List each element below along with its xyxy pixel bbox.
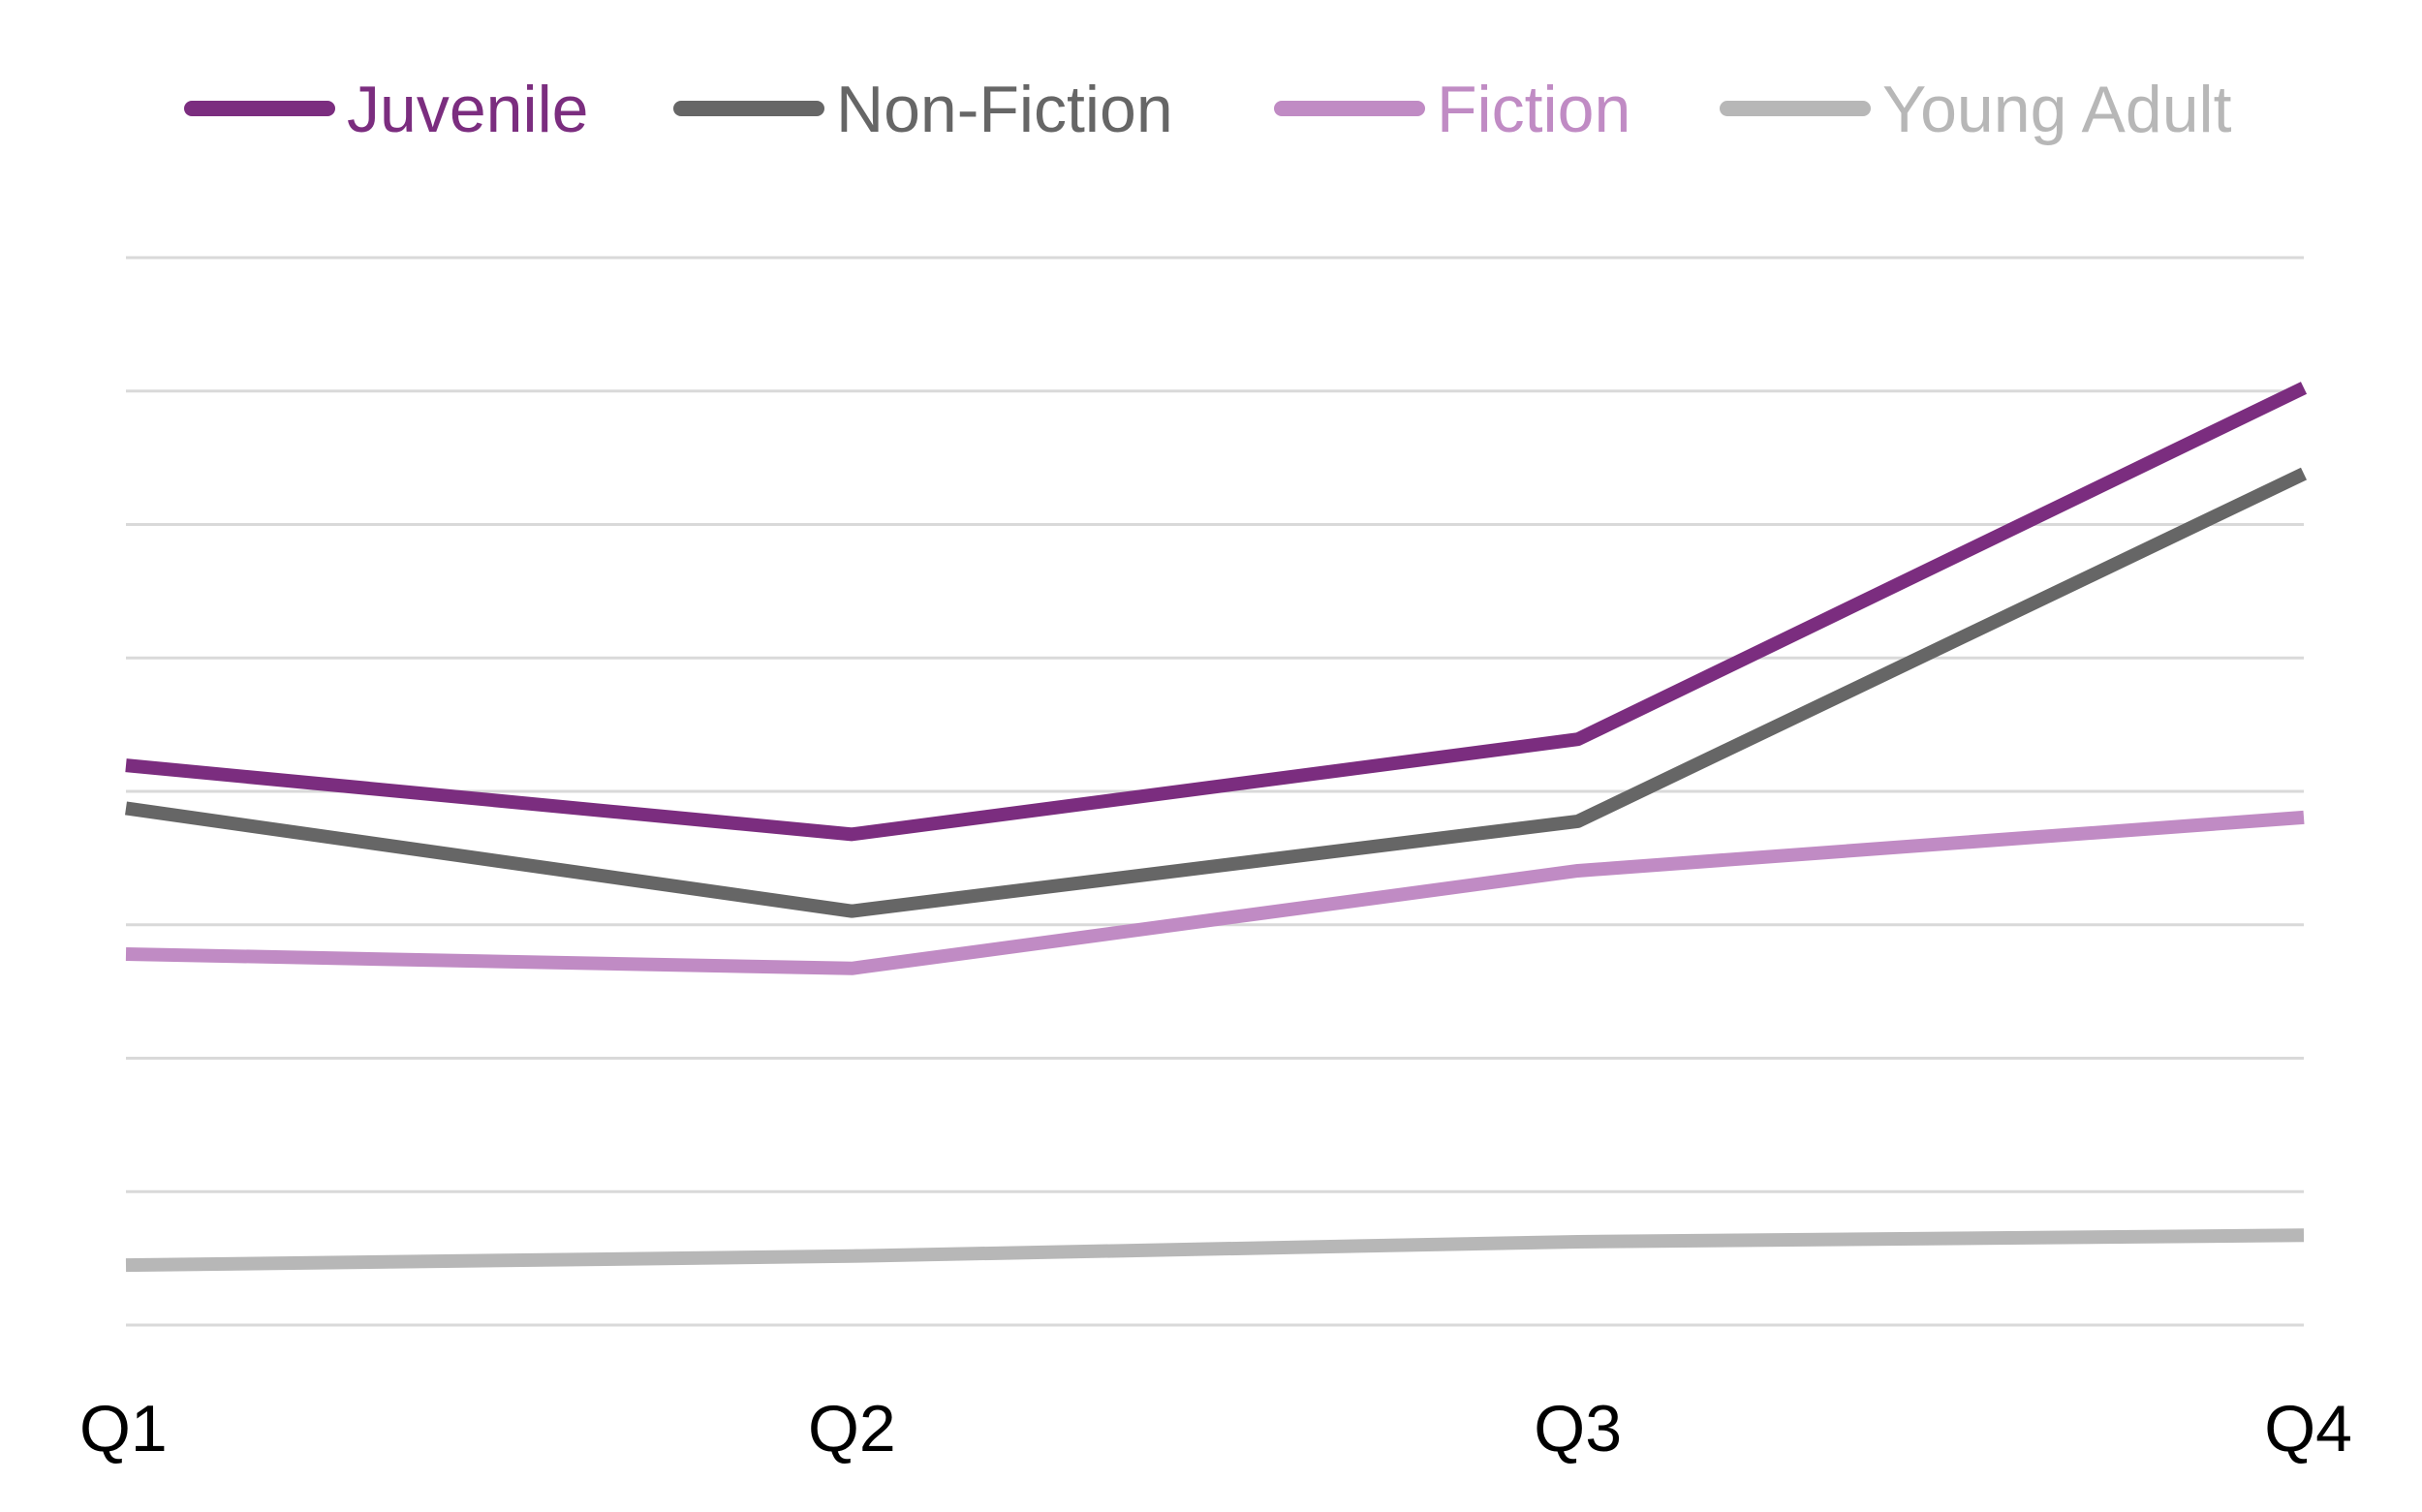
series-line-young-adult [125,1228,2305,1273]
legend-label: Non-Fiction [836,73,1173,146]
series-line-fiction [125,810,2305,975]
legend-item-juvenile: Juvenile [184,73,589,146]
series-line-non-fiction [125,467,2308,918]
legend-label: Fiction [1437,73,1630,146]
legend-item-fiction: Fiction [1274,73,1630,146]
series-line-juvenile [125,382,2308,842]
legend-label: Juvenile [347,73,589,146]
x-tick-label: Q3 [1534,1392,1622,1466]
chart-x-axis: Q1 Q2 Q3 Q4 [79,1392,2352,1466]
chart-series-layer [125,382,2308,1273]
x-tick-label: Q2 [808,1392,896,1466]
chart-legend: Juvenile Non-Fiction Fiction Young Adult [184,73,2232,146]
legend-label: Young Adult [1882,73,2232,146]
legend-item-young-adult: Young Adult [1720,73,2232,146]
x-tick-label: Q4 [2264,1392,2352,1466]
x-tick-label: Q1 [79,1392,168,1466]
legend-item-non-fiction: Non-Fiction [673,73,1173,146]
